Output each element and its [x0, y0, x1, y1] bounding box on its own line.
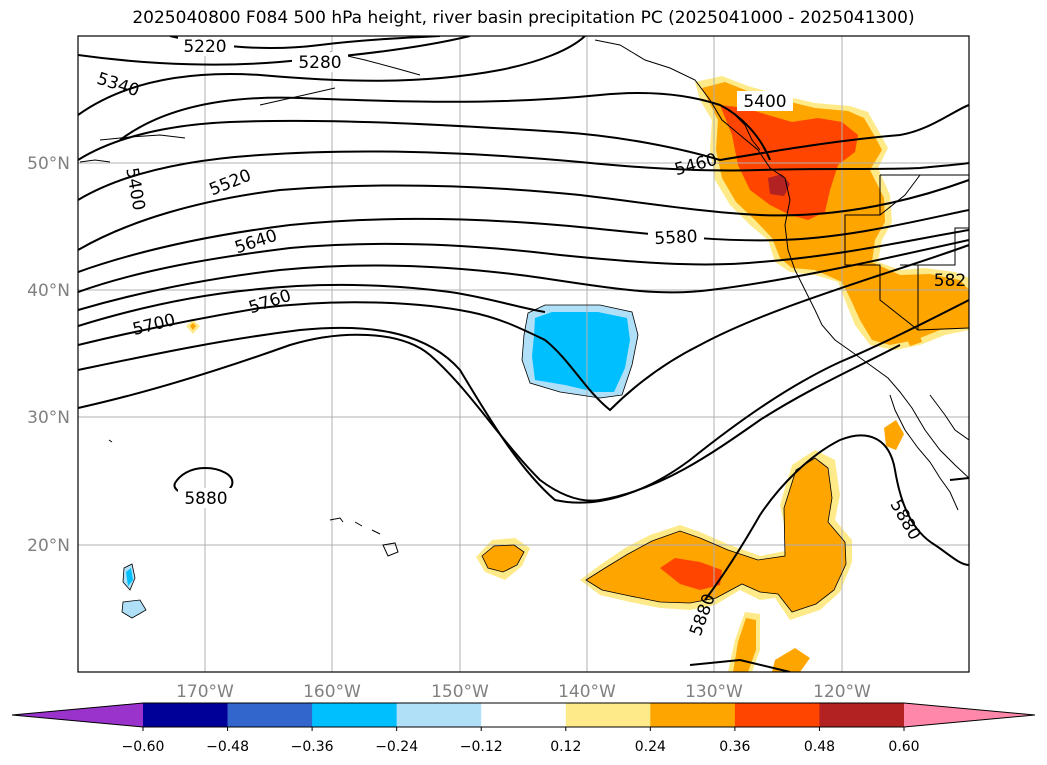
- precip-spot-south-1-core: [482, 545, 524, 572]
- colorbar-segment: [734, 703, 820, 727]
- lat-tick-40n: 40°N: [27, 281, 70, 301]
- precip-spot-negative-1-core: [126, 568, 133, 586]
- precip-region-south-mid: [586, 458, 846, 612]
- colorbar-segment: [650, 703, 736, 727]
- lat-tick-30n: 30°N: [27, 408, 70, 428]
- contour-label-5760: 5760: [246, 286, 293, 318]
- contour-label-5460: 5460: [673, 150, 720, 181]
- colorbar-extend-min: [12, 703, 143, 727]
- precip-spot-negative-2: [122, 600, 146, 618]
- contour-label-5220: 5220: [183, 37, 226, 57]
- contour-label-582: 582: [934, 271, 966, 291]
- colorbar-tick-label: −0.24: [375, 739, 418, 755]
- contour-label-5400-east: 5400: [743, 92, 786, 112]
- lat-tick-20n: 20°N: [27, 536, 70, 556]
- colorbar-extend-max: [904, 703, 1035, 727]
- graticule: [78, 36, 969, 672]
- colorbar: −0.60 −0.48 −0.36 −0.24 −0.12 0.12 0.24 0.36 0.4…: [11, 702, 1036, 755]
- colorbar-tick-label: −0.60: [122, 739, 165, 755]
- colorbar-tick-label: 0.36: [719, 739, 750, 755]
- shade-outlines: [121, 304, 847, 619]
- colorbar-segment: [481, 703, 567, 727]
- precip-region-south-core: [660, 558, 722, 590]
- colorbar-segment: [312, 703, 398, 727]
- colorbar-tick-label: 0.12: [550, 739, 581, 755]
- precip-spot-west-core: [190, 323, 196, 330]
- lat-tick-labels: 50°N 40°N 30°N 20°N: [27, 154, 70, 556]
- colorbar-tick-label: −0.12: [460, 739, 503, 755]
- colorbar-tick-label: 0.24: [635, 739, 666, 755]
- colorbar-segment: [396, 703, 482, 727]
- precip-region-negative-core: [532, 312, 630, 392]
- height-contours: [78, 36, 969, 672]
- colorbar-tick-label: −0.36: [291, 739, 334, 755]
- contour-label-5580: 5580: [654, 227, 698, 249]
- map-title: 2025040800 F084 500 hPa height, river ba…: [132, 8, 915, 28]
- lon-tick-labels: 170°W 160°W 150°W 140°W 130°W 120°W: [176, 682, 871, 702]
- lon-tick-150w: 150°W: [431, 682, 489, 702]
- precip-spot-south-3: [772, 648, 810, 672]
- colorbar-tick-label: 0.48: [804, 739, 835, 755]
- lon-tick-160w: 160°W: [303, 682, 361, 702]
- contour-label-5340: 5340: [94, 69, 141, 101]
- contour-label-5700: 5700: [131, 310, 178, 340]
- map-frame: [77, 35, 970, 673]
- lon-tick-140w: 140°W: [558, 682, 616, 702]
- lat-tick-50n: 50°N: [27, 154, 70, 174]
- colorbar-segment: [565, 703, 651, 727]
- contour-label-5880-west: 5880: [184, 489, 227, 509]
- colorbar-tick-label: −0.48: [206, 739, 249, 755]
- precip-region-pacific-nw-max: [768, 174, 790, 196]
- colorbar-tick-label: 0.60: [888, 739, 919, 755]
- precip-spot-south-4: [884, 420, 904, 450]
- colorbar-segment: [227, 703, 313, 727]
- colorbar-segment: [143, 703, 229, 727]
- contour-label-5280: 5280: [298, 53, 341, 73]
- contour-label-5880-east: 5880: [886, 496, 925, 543]
- contour-labels: 5220 5280 5340 5400 5400 5460 5520 5580 …: [94, 36, 966, 639]
- precip-shading: [122, 76, 969, 672]
- precip-spot-south-2-core: [733, 618, 756, 672]
- precip-spot-baja: [905, 330, 922, 346]
- lon-tick-170w: 170°W: [176, 682, 234, 702]
- lon-tick-130w: 130°W: [685, 682, 743, 702]
- lon-tick-120w: 120°W: [813, 682, 871, 702]
- colorbar-segment: [819, 703, 905, 727]
